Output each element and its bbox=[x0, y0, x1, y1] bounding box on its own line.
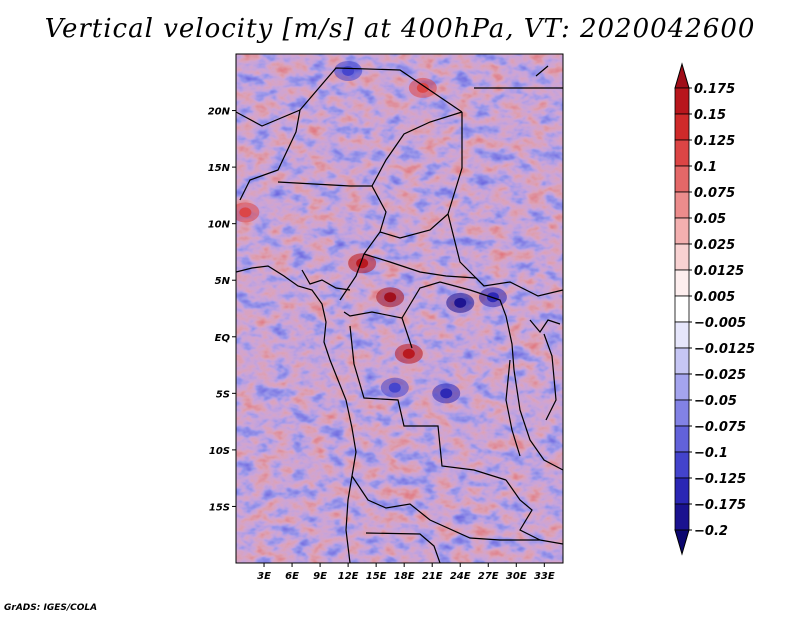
hotspot-layer bbox=[236, 60, 507, 404]
coastline bbox=[236, 265, 357, 563]
colorbar-segment bbox=[674, 321, 690, 349]
colorbar-segment bbox=[674, 451, 690, 479]
lat-tick-label: 5S bbox=[216, 389, 230, 400]
map-frame bbox=[235, 53, 564, 564]
border-line bbox=[236, 67, 463, 127]
colorbar-level-label: −0.005 bbox=[694, 316, 746, 331]
shaded-field bbox=[236, 54, 563, 563]
lon-tick-label: 15E bbox=[366, 571, 387, 582]
colorbar-segment bbox=[674, 295, 690, 323]
velocity-hotspot-core bbox=[388, 382, 401, 393]
colorbar-segment bbox=[674, 165, 690, 193]
colorbar: 0.175 0.15 0.125 0.1 0.075 0.05 0.025 0.0125 0.0… bbox=[674, 62, 755, 556]
border-line bbox=[529, 319, 561, 334]
border-line bbox=[535, 65, 549, 77]
colorbar-top-arrow bbox=[674, 62, 690, 89]
colorbar-level-label: 0.075 bbox=[694, 186, 735, 201]
border-line bbox=[363, 253, 485, 287]
colorbar-level-label: 0.1 bbox=[694, 160, 717, 175]
colorbar-level-label: −0.2 bbox=[694, 524, 728, 539]
colorbar-segment bbox=[674, 217, 690, 245]
lat-tick-label: 15S bbox=[209, 502, 230, 513]
colorbar-bottom-arrow bbox=[674, 529, 690, 556]
velocity-hotspot-core bbox=[454, 297, 467, 308]
colorbar-segment bbox=[674, 191, 690, 219]
colorbar-level-label: −0.1 bbox=[694, 446, 728, 461]
velocity-hotspot-core bbox=[402, 348, 415, 359]
map-title: Vertical velocity [m/s] at 400hPa, VT: 2… bbox=[44, 14, 756, 44]
velocity-hotspot-core bbox=[342, 65, 355, 76]
colorbar-level-label: 0.05 bbox=[694, 212, 726, 227]
lon-tick-label: 3E bbox=[257, 571, 271, 582]
colorbar-level-label: 0.025 bbox=[694, 238, 735, 253]
colorbar-level-label: 0.125 bbox=[694, 134, 735, 149]
colorbar-segment bbox=[674, 347, 690, 375]
colorbar-level-label: 0.005 bbox=[694, 290, 735, 305]
lat-tick-label: EQ bbox=[215, 333, 231, 344]
colorbar-segment bbox=[674, 425, 690, 453]
lon-tick-label: 24E bbox=[450, 571, 471, 582]
colorbar-segment bbox=[674, 113, 690, 141]
border-line bbox=[343, 311, 413, 349]
colorbar-level-label: −0.05 bbox=[694, 394, 737, 409]
lat-tick-label: 15N bbox=[208, 163, 231, 174]
border-line bbox=[277, 181, 387, 301]
colorbar-segment bbox=[674, 503, 690, 531]
lon-tick-label: 30E bbox=[506, 571, 527, 582]
lon-tick-label: 33E bbox=[534, 571, 555, 582]
border-line bbox=[301, 269, 351, 291]
colorbar-segment bbox=[674, 477, 690, 505]
colorbar-segment bbox=[674, 87, 690, 115]
border-line bbox=[447, 112, 563, 297]
colorbar-segment bbox=[674, 373, 690, 401]
border-line bbox=[379, 213, 449, 239]
border-line bbox=[351, 475, 563, 545]
border-line bbox=[371, 111, 463, 187]
lon-tick-label: 27E bbox=[478, 571, 499, 582]
colorbar-level-label: 0.175 bbox=[694, 82, 735, 97]
border-line bbox=[365, 532, 441, 563]
lon-tick-label: 12E bbox=[338, 571, 359, 582]
border-line bbox=[401, 281, 515, 371]
colorbar-segment bbox=[674, 243, 690, 271]
colorbar-level-label: −0.0125 bbox=[694, 342, 755, 357]
lat-tick-label: 20N bbox=[208, 107, 231, 118]
velocity-hotspot-core bbox=[440, 388, 453, 399]
lon-tick-label: 6E bbox=[285, 571, 299, 582]
longitude-ticks: 3E 6E 9E 12E 15E 18E 21E 24E 27E 30E 33E bbox=[257, 563, 555, 582]
border-line bbox=[505, 479, 541, 541]
field-texture bbox=[236, 54, 563, 563]
velocity-hotspot-core bbox=[384, 292, 397, 303]
lon-tick-label: 9E bbox=[313, 571, 327, 582]
lat-tick-label: 5N bbox=[215, 276, 231, 287]
border-line bbox=[349, 325, 507, 481]
colorbar-segment bbox=[674, 139, 690, 167]
grads-credit: GrADS: IGES/COLA bbox=[4, 603, 98, 613]
colorbar-level-label: 0.15 bbox=[694, 108, 726, 123]
colorbar-level-label: 0.0125 bbox=[694, 264, 744, 279]
latitude-ticks: 20N 15N 10N 5N EQ 5S 10S 15S bbox=[208, 107, 236, 513]
border-line bbox=[239, 109, 301, 201]
colorbar-level-label: −0.125 bbox=[694, 472, 746, 487]
colorbar-segment bbox=[674, 269, 690, 297]
colorbar-level-label: −0.075 bbox=[694, 420, 746, 435]
lat-tick-label: 10S bbox=[209, 446, 230, 457]
lon-tick-label: 21E bbox=[422, 571, 443, 582]
velocity-hotspot-core bbox=[239, 207, 252, 218]
lat-tick-label: 10N bbox=[208, 220, 231, 231]
colorbar-segment bbox=[674, 399, 690, 427]
colorbar-level-label: −0.025 bbox=[694, 368, 746, 383]
border-line bbox=[513, 369, 563, 471]
border-line bbox=[505, 359, 521, 457]
colorbar-level-label: −0.175 bbox=[694, 498, 746, 513]
border-line bbox=[543, 333, 557, 421]
lon-tick-label: 18E bbox=[394, 571, 415, 582]
country-borders bbox=[236, 65, 563, 563]
velocity-hotspot-core bbox=[416, 82, 429, 93]
